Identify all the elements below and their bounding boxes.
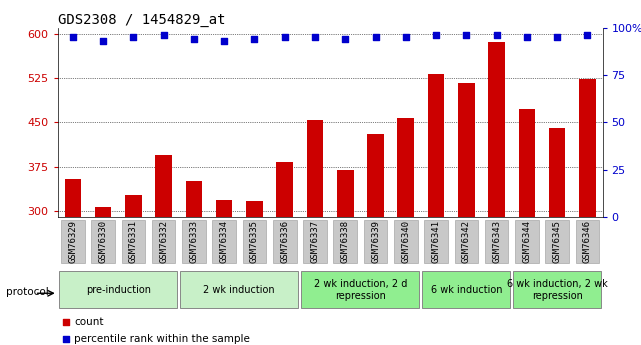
Bar: [216, 199, 233, 217]
Bar: [519, 109, 535, 217]
Bar: [186, 180, 202, 217]
Point: [98, 38, 108, 43]
Text: GSM76342: GSM76342: [462, 220, 471, 263]
Text: GSM76329: GSM76329: [69, 220, 78, 263]
FancyBboxPatch shape: [152, 220, 176, 263]
Text: GSM76345: GSM76345: [553, 220, 562, 263]
Point: [128, 34, 138, 40]
Text: GSM76338: GSM76338: [341, 220, 350, 263]
Bar: [488, 42, 505, 217]
Bar: [367, 134, 384, 217]
Point: [522, 34, 532, 40]
Text: GSM76332: GSM76332: [159, 220, 168, 263]
Point: [492, 32, 502, 38]
Text: GSM76340: GSM76340: [401, 220, 410, 263]
Point: [188, 36, 199, 42]
Bar: [155, 155, 172, 217]
Point: [399, 270, 410, 276]
Text: GSM76331: GSM76331: [129, 220, 138, 263]
Text: 2 wk induction: 2 wk induction: [203, 285, 275, 295]
Text: GSM76333: GSM76333: [189, 220, 199, 263]
Text: GSM76346: GSM76346: [583, 220, 592, 263]
FancyBboxPatch shape: [91, 220, 115, 263]
FancyBboxPatch shape: [333, 220, 357, 263]
Point: [340, 36, 351, 42]
FancyBboxPatch shape: [243, 220, 266, 263]
Bar: [65, 179, 81, 217]
Bar: [458, 83, 474, 217]
Point: [249, 36, 260, 42]
FancyBboxPatch shape: [424, 220, 448, 263]
FancyBboxPatch shape: [182, 220, 206, 263]
Point: [431, 32, 441, 38]
FancyBboxPatch shape: [515, 220, 538, 263]
Point: [370, 34, 381, 40]
FancyBboxPatch shape: [485, 220, 508, 263]
Text: GSM76337: GSM76337: [310, 220, 319, 263]
Bar: [549, 128, 565, 217]
FancyBboxPatch shape: [122, 220, 145, 263]
Text: GSM76335: GSM76335: [250, 220, 259, 263]
Bar: [337, 170, 354, 217]
Point: [461, 32, 471, 38]
Text: 6 wk induction, 2 wk
repression: 6 wk induction, 2 wk repression: [507, 279, 608, 300]
Bar: [125, 195, 142, 217]
Bar: [276, 162, 293, 217]
Point: [401, 34, 411, 40]
FancyBboxPatch shape: [513, 271, 601, 308]
FancyBboxPatch shape: [59, 271, 178, 308]
FancyBboxPatch shape: [394, 220, 417, 263]
Point: [310, 34, 320, 40]
Text: GSM76339: GSM76339: [371, 220, 380, 263]
Text: GSM76341: GSM76341: [431, 220, 440, 263]
Text: pre-induction: pre-induction: [86, 285, 151, 295]
FancyBboxPatch shape: [61, 220, 85, 263]
Text: percentile rank within the sample: percentile rank within the sample: [74, 334, 250, 344]
FancyBboxPatch shape: [212, 220, 236, 263]
Text: GDS2308 / 1454829_at: GDS2308 / 1454829_at: [58, 12, 225, 27]
Text: GSM76334: GSM76334: [220, 220, 229, 263]
Bar: [246, 201, 263, 217]
Point: [279, 34, 290, 40]
Point: [158, 32, 169, 38]
Text: protocol: protocol: [6, 287, 49, 296]
FancyBboxPatch shape: [273, 220, 297, 263]
Text: GSM76330: GSM76330: [99, 220, 108, 263]
FancyBboxPatch shape: [301, 271, 419, 308]
Point: [582, 32, 592, 38]
Text: GSM76343: GSM76343: [492, 220, 501, 263]
FancyBboxPatch shape: [545, 220, 569, 263]
Bar: [428, 74, 444, 217]
FancyBboxPatch shape: [180, 271, 298, 308]
Text: count: count: [74, 317, 104, 327]
Text: GSM76344: GSM76344: [522, 220, 531, 263]
FancyBboxPatch shape: [454, 220, 478, 263]
Point: [399, 115, 410, 120]
Bar: [397, 118, 414, 217]
Text: 6 wk induction: 6 wk induction: [431, 285, 502, 295]
Bar: [95, 207, 112, 217]
Text: GSM76336: GSM76336: [280, 220, 289, 263]
FancyBboxPatch shape: [303, 220, 327, 263]
Point: [68, 34, 78, 40]
Text: 2 wk induction, 2 d
repression: 2 wk induction, 2 d repression: [313, 279, 407, 300]
Point: [219, 38, 229, 43]
Point: [552, 34, 562, 40]
Bar: [579, 79, 595, 217]
FancyBboxPatch shape: [422, 271, 510, 308]
FancyBboxPatch shape: [363, 220, 387, 263]
Bar: [306, 119, 323, 217]
FancyBboxPatch shape: [576, 220, 599, 263]
